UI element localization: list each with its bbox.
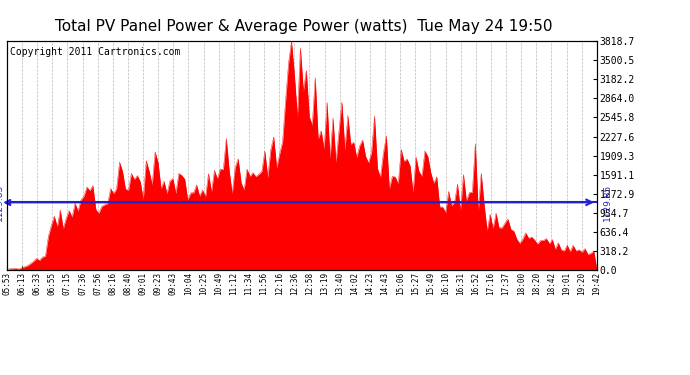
Text: Copyright 2011 Cartronics.com: Copyright 2011 Cartronics.com [10, 47, 180, 57]
Text: Total PV Panel Power & Average Power (watts)  Tue May 24 19:50: Total PV Panel Power & Average Power (wa… [55, 19, 553, 34]
Text: 1129.85: 1129.85 [0, 184, 4, 221]
Text: 1129.85: 1129.85 [603, 184, 612, 221]
